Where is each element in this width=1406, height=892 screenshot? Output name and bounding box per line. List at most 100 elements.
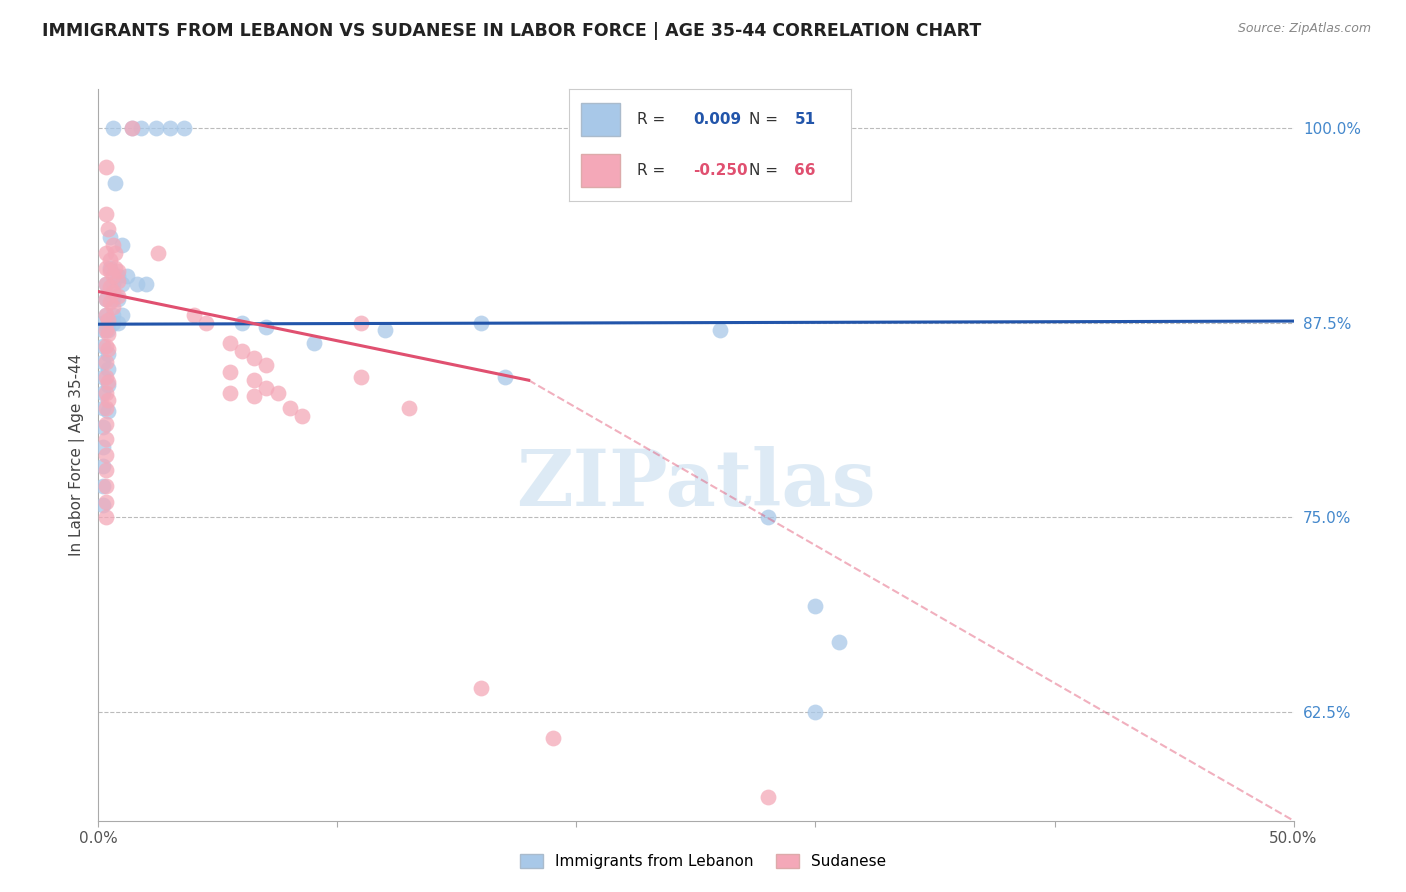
Point — [254, 358, 277, 372]
Point — [94, 308, 117, 322]
Point — [91, 498, 114, 512]
Point — [94, 417, 117, 431]
Point — [219, 335, 242, 350]
Point — [94, 385, 117, 400]
Point — [97, 347, 120, 361]
Point — [97, 404, 120, 418]
Point — [107, 268, 129, 283]
Point — [98, 280, 122, 294]
Point — [101, 300, 124, 314]
Point — [91, 316, 114, 330]
Point — [101, 285, 124, 299]
Point — [97, 323, 120, 337]
Point — [101, 308, 124, 322]
Point — [101, 293, 124, 307]
Point — [107, 274, 129, 288]
Point — [97, 377, 120, 392]
Point — [231, 316, 253, 330]
Point — [94, 494, 117, 508]
Point — [243, 389, 266, 403]
Point — [94, 277, 117, 291]
Point — [98, 264, 122, 278]
Point — [125, 277, 148, 291]
Point — [98, 261, 122, 276]
Point — [470, 316, 492, 330]
Point — [135, 277, 157, 291]
Point — [101, 268, 124, 283]
Point — [101, 237, 124, 252]
Point — [94, 293, 117, 307]
Point — [804, 599, 827, 613]
Point — [91, 420, 114, 434]
Point — [159, 121, 181, 136]
Text: 66: 66 — [794, 163, 815, 178]
Point — [91, 479, 114, 493]
Point — [101, 316, 124, 330]
Point — [97, 342, 120, 356]
Point — [94, 401, 117, 416]
Point — [91, 354, 114, 368]
Point — [291, 409, 314, 423]
Point — [94, 308, 117, 322]
Text: Source: ZipAtlas.com: Source: ZipAtlas.com — [1237, 22, 1371, 36]
Point — [254, 320, 277, 334]
Point — [470, 681, 492, 696]
Point — [494, 370, 516, 384]
Point — [94, 339, 117, 353]
Point — [94, 479, 117, 493]
Point — [94, 277, 117, 291]
Point — [107, 316, 129, 330]
Point — [91, 440, 114, 454]
Point — [398, 401, 420, 416]
Point — [94, 160, 117, 174]
Point — [231, 343, 253, 358]
Point — [183, 308, 205, 322]
Point — [94, 433, 117, 447]
Text: R =: R = — [637, 163, 665, 178]
Point — [97, 393, 120, 408]
Text: R =: R = — [637, 112, 665, 127]
Point — [94, 448, 117, 462]
Text: N =: N = — [749, 112, 779, 127]
Point — [145, 121, 167, 136]
Point — [91, 339, 114, 353]
Point — [121, 121, 143, 136]
Point — [219, 385, 242, 400]
Point — [107, 293, 129, 307]
Point — [541, 731, 564, 746]
Point — [98, 230, 122, 244]
Point — [104, 176, 127, 190]
Point — [243, 351, 266, 366]
Point — [91, 385, 114, 400]
Point — [97, 316, 120, 330]
Point — [148, 245, 170, 260]
Point — [91, 401, 114, 416]
FancyBboxPatch shape — [581, 153, 620, 187]
Point — [97, 362, 120, 376]
Point — [107, 264, 129, 278]
Point — [94, 354, 117, 368]
Y-axis label: In Labor Force | Age 35-44: In Labor Force | Age 35-44 — [69, 354, 84, 556]
Point — [94, 463, 117, 477]
Point — [111, 277, 134, 291]
Point — [94, 323, 117, 337]
Point — [243, 373, 266, 387]
Point — [97, 375, 120, 389]
Point — [195, 316, 218, 330]
Point — [756, 790, 779, 805]
Point — [94, 207, 117, 221]
Text: ZIPatlas: ZIPatlas — [516, 446, 876, 522]
Point — [94, 293, 117, 307]
Point — [94, 261, 117, 276]
Point — [91, 323, 114, 337]
Point — [350, 316, 373, 330]
Point — [709, 323, 731, 337]
Point — [98, 295, 122, 310]
Point — [104, 261, 127, 276]
FancyBboxPatch shape — [581, 103, 620, 136]
Point — [91, 370, 114, 384]
Point — [374, 323, 396, 337]
Point — [94, 245, 117, 260]
Point — [173, 121, 195, 136]
Point — [756, 510, 779, 524]
